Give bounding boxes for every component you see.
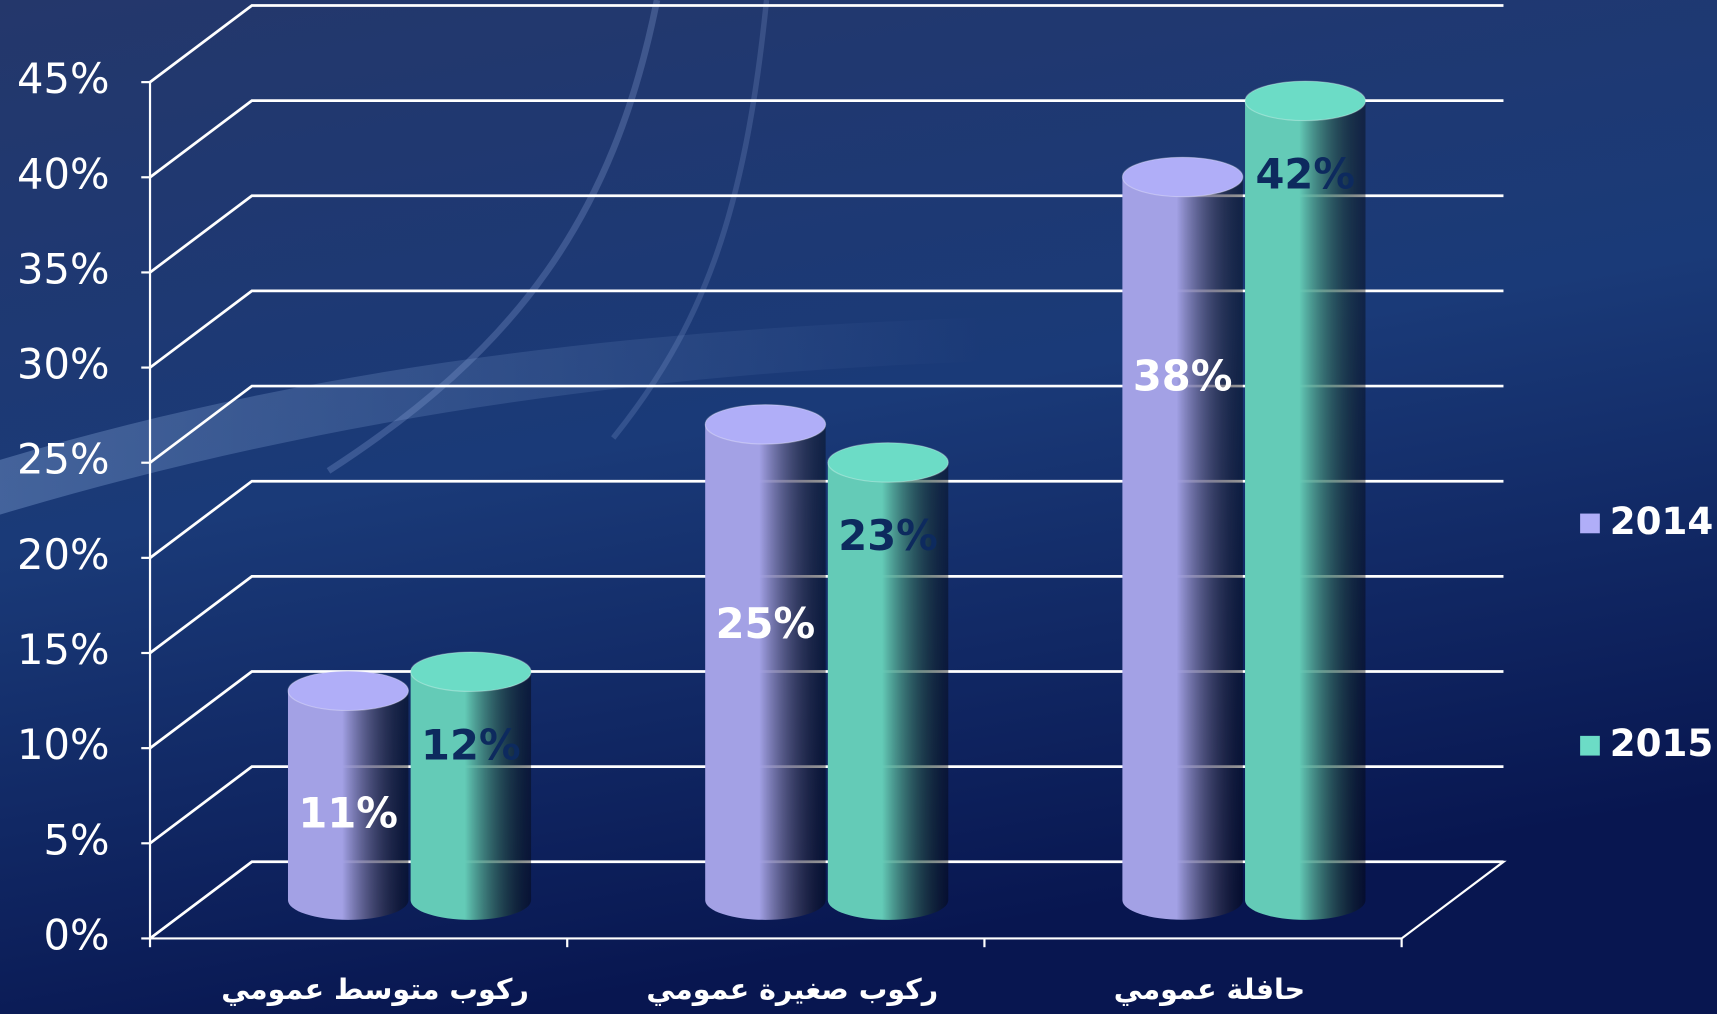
bar-top xyxy=(704,404,827,445)
y-tick-label: 30% xyxy=(17,340,109,389)
y-tick-label: 5% xyxy=(43,815,109,864)
y-tick-label: 40% xyxy=(17,149,109,198)
bar-shade xyxy=(410,671,532,920)
grid-line xyxy=(149,194,1504,274)
grid-line xyxy=(149,99,1504,179)
legend-label: 2014 xyxy=(1610,499,1714,543)
legend-label: 2015 xyxy=(1610,721,1714,765)
y-tick-label: 45% xyxy=(17,54,109,103)
value-label: 42% xyxy=(1255,150,1355,199)
legend-swatch xyxy=(1580,513,1600,534)
bar-top xyxy=(1121,156,1244,198)
background-streak xyxy=(0,317,986,515)
x-tick-label: ركوب صغيرة عمومي xyxy=(646,973,938,1006)
bar-shade xyxy=(1122,177,1243,920)
bar-shade xyxy=(705,424,826,920)
value-label: 23% xyxy=(838,511,938,560)
x-tick-label: حافلة عمومي xyxy=(1114,973,1305,1006)
grid-line xyxy=(149,384,1504,464)
bar-top xyxy=(287,670,409,712)
grid-line xyxy=(149,765,1504,845)
value-label: 12% xyxy=(421,720,521,769)
grid-line xyxy=(149,574,1504,655)
y-tick-label: 20% xyxy=(17,530,109,579)
bar-top xyxy=(410,651,532,693)
grid-line xyxy=(149,670,1504,750)
legend-swatch xyxy=(1580,735,1600,756)
plot: 0% 5% 10% 15% 20% 25% 30% 35% 40% 45% ركوب متوسط ع… xyxy=(17,4,1714,1006)
bar-shade xyxy=(287,690,409,920)
y-tick-label: 35% xyxy=(17,244,109,293)
bar-top xyxy=(1244,80,1367,122)
y-tick-label: 10% xyxy=(17,720,109,769)
value-label: 11% xyxy=(298,788,398,837)
y-tick-label: 25% xyxy=(17,435,109,484)
y-tick-label: 0% xyxy=(43,910,109,959)
bar-shade xyxy=(1245,100,1366,920)
grid-line xyxy=(149,4,1504,84)
background-streak xyxy=(326,0,661,474)
value-label: 25% xyxy=(716,599,816,648)
value-label: 38% xyxy=(1133,352,1233,401)
grid-line xyxy=(149,289,1504,369)
bar-top xyxy=(827,442,949,483)
grid-line xyxy=(149,479,1504,559)
y-tick-label: 15% xyxy=(17,625,109,674)
x-tick-label: ركوب متوسط عمومي xyxy=(221,973,529,1006)
bar-shade xyxy=(827,462,949,920)
background-streak xyxy=(611,0,770,440)
grid-line xyxy=(149,860,1504,940)
